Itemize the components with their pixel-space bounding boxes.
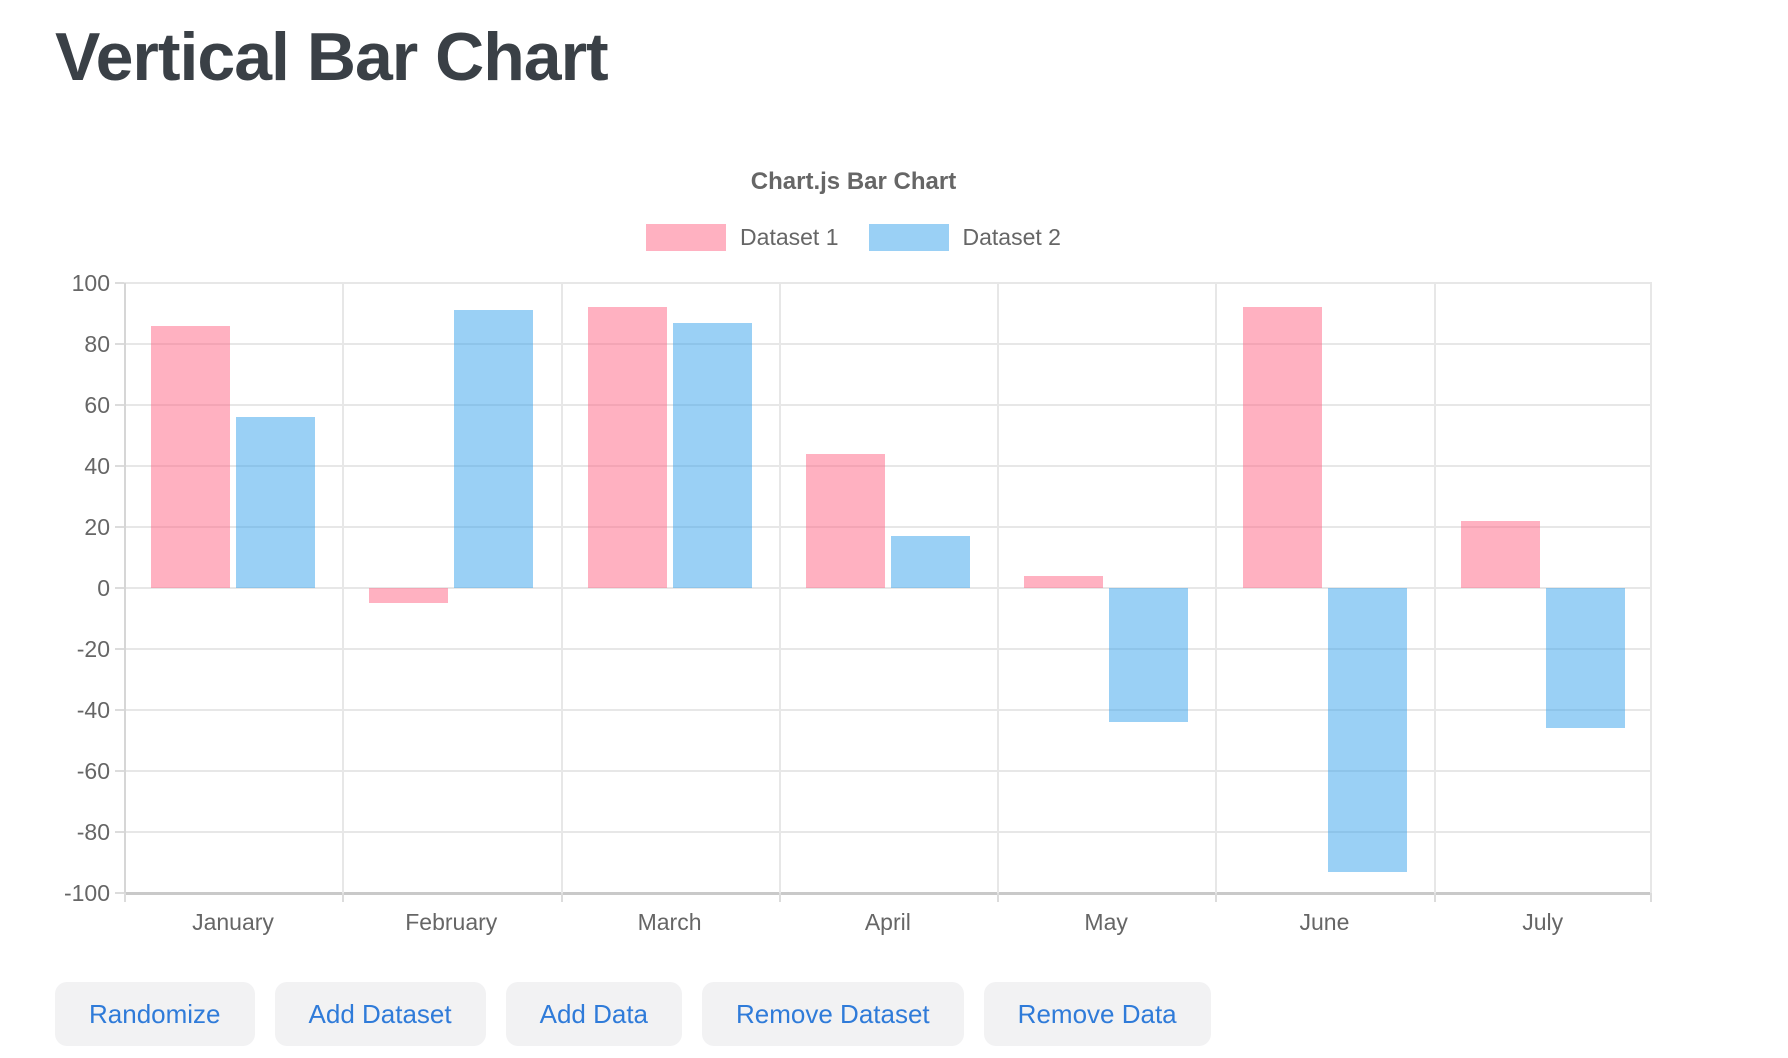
bar-dataset-2-january[interactable] bbox=[236, 417, 316, 588]
y-axis-label--100: -100 bbox=[63, 880, 110, 906]
y-axis-label--20: -20 bbox=[76, 636, 110, 662]
remove-data-button[interactable]: Remove Data bbox=[983, 982, 1211, 1046]
bar-dataset-2-may[interactable] bbox=[1109, 588, 1189, 723]
remove-dataset-button[interactable]: Remove Dataset bbox=[702, 982, 964, 1046]
y-axis-label-80: 80 bbox=[84, 331, 110, 357]
bar-dataset-1-may[interactable] bbox=[1024, 575, 1104, 588]
y-axis-label-40: 40 bbox=[84, 453, 110, 479]
gridline-y--40 bbox=[124, 709, 1652, 711]
gridline-x-3 bbox=[778, 283, 781, 893]
bar-dataset-1-march[interactable] bbox=[587, 307, 667, 588]
x-axis-label-march: March bbox=[637, 909, 702, 935]
gridline-y-20 bbox=[124, 526, 1652, 528]
ytick-mark-80 bbox=[115, 343, 124, 345]
ytick-mark-60 bbox=[115, 404, 124, 406]
bar-dataset-2-march[interactable] bbox=[672, 322, 752, 588]
x-axis-label-july: July bbox=[1522, 909, 1564, 935]
legend-item-dataset-1[interactable]: Dataset 1 bbox=[646, 224, 839, 251]
xtick-mark-6 bbox=[1433, 893, 1436, 902]
add-dataset-button[interactable]: Add Dataset bbox=[274, 982, 486, 1046]
xtick-mark-0 bbox=[124, 893, 126, 902]
ytick-mark--20 bbox=[115, 648, 124, 650]
y-axis-label-100: 100 bbox=[71, 270, 110, 296]
y-axis-label-60: 60 bbox=[84, 392, 110, 418]
bar-dataset-2-june[interactable] bbox=[1327, 588, 1407, 872]
bar-dataset-2-april[interactable] bbox=[891, 536, 970, 588]
chart-legend: Dataset 1 Dataset 2 bbox=[55, 224, 1652, 251]
x-axis-label-january: January bbox=[192, 909, 274, 935]
ytick-mark--80 bbox=[115, 831, 124, 833]
toolbar: Randomize Add Dataset Add Data Remove Datas… bbox=[55, 982, 1211, 1046]
xtick-mark-3 bbox=[778, 893, 781, 902]
y-axis-label--40: -40 bbox=[76, 697, 110, 723]
ytick-mark-0 bbox=[115, 587, 124, 589]
bar-dataset-2-july[interactable] bbox=[1545, 588, 1625, 729]
ytick-mark--40 bbox=[115, 709, 124, 711]
xtick-mark-4 bbox=[997, 893, 1000, 902]
legend-item-dataset-2[interactable]: Dataset 2 bbox=[868, 224, 1061, 251]
gridline-x-5 bbox=[1215, 283, 1218, 893]
legend-label-dataset-1: Dataset 1 bbox=[740, 224, 839, 250]
gridline-y-80 bbox=[124, 343, 1652, 345]
gridline-y--60 bbox=[124, 770, 1652, 772]
legend-swatch-dataset-1 bbox=[646, 224, 727, 251]
randomize-button[interactable]: Randomize bbox=[55, 982, 255, 1046]
x-axis-label-april: April bbox=[864, 909, 911, 935]
y-axis-label--80: -80 bbox=[76, 819, 110, 845]
gridline-x-4 bbox=[997, 283, 1000, 893]
xtick-mark-5 bbox=[1215, 893, 1218, 902]
ytick-mark--60 bbox=[115, 770, 124, 772]
y-axis-label-0: 0 bbox=[97, 575, 110, 601]
bar-dataset-2-february[interactable] bbox=[454, 310, 534, 588]
gridline-y-100 bbox=[124, 282, 1652, 284]
bar-dataset-1-january[interactable] bbox=[151, 325, 231, 588]
gridline-y-60 bbox=[124, 404, 1652, 406]
xtick-mark-1 bbox=[342, 893, 345, 902]
chart-plot-area: 100 80 60 40 20 0 -20 -40 -60 -80 -100 January Febru… bbox=[64, 271, 1652, 935]
add-data-button[interactable]: Add Data bbox=[505, 982, 683, 1046]
gridline-x-1 bbox=[342, 283, 345, 893]
gridline-y--80 bbox=[124, 831, 1652, 833]
gridline-y--20 bbox=[124, 648, 1652, 650]
y-axis-label-20: 20 bbox=[84, 514, 110, 540]
ytick-mark-20 bbox=[115, 526, 124, 528]
legend-swatch-dataset-2 bbox=[868, 224, 949, 251]
ytick-mark-40 bbox=[115, 465, 124, 467]
xtick-mark-2 bbox=[560, 893, 563, 902]
gridline-y-0 bbox=[124, 587, 1652, 589]
chart-title: Chart.js Bar Chart bbox=[750, 168, 957, 195]
legend-label-dataset-2: Dataset 2 bbox=[962, 224, 1061, 250]
gridline-x-0 bbox=[124, 283, 126, 893]
x-axis-label-may: May bbox=[1084, 909, 1128, 935]
x-axis-label-february: February bbox=[405, 909, 498, 935]
gridline-y--100 bbox=[124, 892, 1652, 895]
bar-dataset-1-july[interactable] bbox=[1460, 520, 1540, 588]
gridline-y-40 bbox=[124, 465, 1652, 467]
bar-dataset-1-june[interactable] bbox=[1242, 307, 1322, 588]
ytick-mark--100 bbox=[115, 892, 124, 894]
ytick-mark-100 bbox=[115, 282, 124, 284]
xtick-mark-7 bbox=[1650, 893, 1652, 902]
bar-chart: Chart.js Bar Chart Dataset 1 Dataset 2 10… bbox=[55, 140, 1652, 940]
gridline-x-6 bbox=[1433, 283, 1436, 893]
gridline-x-7 bbox=[1650, 283, 1652, 893]
page-title: Vertical Bar Chart bbox=[55, 19, 609, 95]
bar-dataset-1-april[interactable] bbox=[806, 453, 885, 588]
x-axis-label-june: June bbox=[1299, 909, 1350, 935]
bar-dataset-1-february[interactable] bbox=[369, 588, 449, 604]
gridline-x-2 bbox=[560, 283, 563, 893]
y-axis-label--60: -60 bbox=[76, 758, 110, 784]
